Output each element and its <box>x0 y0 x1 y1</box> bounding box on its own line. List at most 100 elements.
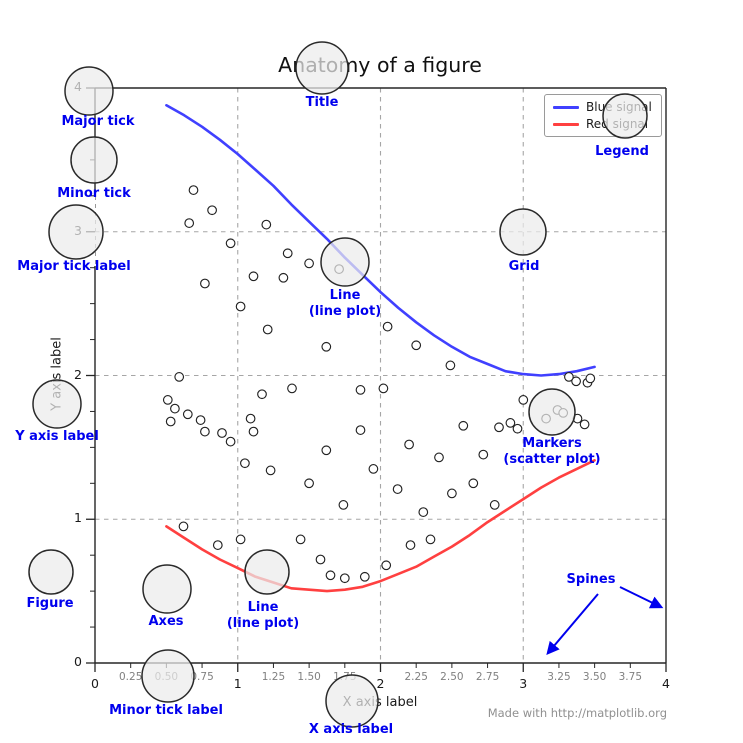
x-minor-tick-label: 2.75 <box>475 671 500 683</box>
scatter-point <box>200 426 210 437</box>
scatter-point <box>170 403 180 414</box>
scatter-point <box>489 500 500 510</box>
y-major-tick-label: 0 <box>74 654 82 669</box>
scatter-point <box>405 540 416 550</box>
x-minor-tick-label: 3.50 <box>582 671 607 683</box>
scatter-point <box>518 395 529 405</box>
x-major-tick-label: 3 <box>519 676 528 691</box>
scatter-point <box>445 360 456 371</box>
x-minor-tick-label: 0.75 <box>190 671 214 683</box>
scatter-point <box>225 436 236 447</box>
scatter-point <box>382 321 393 332</box>
x-axis-label: X axis label <box>342 695 418 710</box>
scatter-point <box>188 185 199 195</box>
scatter-point <box>571 376 581 387</box>
x-minor-tick-label: 2.25 <box>404 671 428 683</box>
scatter-point <box>512 423 523 434</box>
scatter-point <box>235 301 246 312</box>
scatter-point <box>178 521 189 532</box>
scatter-point <box>304 258 314 269</box>
scatter-point <box>359 571 370 582</box>
scatter-point <box>478 449 489 460</box>
x-minor-tick-label: 3.75 <box>618 671 643 683</box>
legend-entry-blue: Blue signal <box>553 100 661 114</box>
scatter-point <box>245 413 256 424</box>
scatter-point <box>355 385 366 395</box>
x-minor-tick-label: 3.25 <box>547 671 571 683</box>
scatter-point <box>200 278 210 289</box>
y-major-tick-label: 4 <box>74 79 82 94</box>
scatter-point <box>505 418 516 428</box>
scatter-point <box>278 272 289 283</box>
scatter-point <box>321 341 332 352</box>
x-minor-tick-label: 1.75 <box>333 671 357 683</box>
scatter-point <box>447 488 457 499</box>
scatter-point <box>165 416 176 427</box>
scatter-point <box>240 458 250 469</box>
scatter-point <box>282 248 293 259</box>
scatter-point <box>207 205 217 216</box>
scatter-point <box>404 439 414 450</box>
scatter-point <box>315 554 326 565</box>
scatter-point <box>458 420 469 431</box>
scatter-point <box>564 372 574 382</box>
scatter-point <box>418 507 429 517</box>
scatter-point <box>321 445 332 456</box>
scatter-point <box>468 478 479 489</box>
scatter-point <box>257 389 267 400</box>
scatter-point <box>195 415 206 425</box>
scatter-point <box>411 340 422 351</box>
scatter-point <box>184 218 195 228</box>
blue-signal-line <box>165 104 596 377</box>
legend-label-red: Red signal <box>586 117 649 131</box>
legend-entry-red: Red signal <box>553 117 661 131</box>
scatter-point <box>579 419 590 430</box>
x-minor-tick-label: 1.25 <box>261 671 286 683</box>
scatter-point <box>217 428 227 438</box>
x-minor-tick-label: 0.25 <box>118 671 143 683</box>
x-minor-tick-label: 1.50 <box>297 671 321 683</box>
scatter-point <box>248 426 259 437</box>
scatter-point <box>225 238 236 249</box>
scatter-point <box>262 324 273 335</box>
scatter-point <box>235 534 246 545</box>
legend-label-blue: Blue signal <box>586 100 652 114</box>
scatter-point <box>434 452 444 463</box>
x-major-tick-label: 0 <box>91 676 99 691</box>
scatter-point <box>265 465 276 476</box>
scatter-point <box>162 395 173 405</box>
scatter-point <box>304 478 314 489</box>
legend-box: Blue signal Red signal <box>544 94 662 137</box>
x-major-tick-label: 2 <box>376 676 385 691</box>
scatter-point <box>378 383 389 394</box>
scatter-point <box>585 373 596 384</box>
scatter-point <box>494 422 504 433</box>
scatter-point <box>355 425 366 435</box>
scatter-point <box>287 383 297 394</box>
x-minor-tick-label: 2.50 <box>440 671 464 683</box>
x-major-tick-label: 1 <box>233 676 242 691</box>
scatter-point <box>325 570 336 581</box>
x-minor-tick-label: 0.50 <box>154 671 179 683</box>
scatter-point <box>182 409 193 420</box>
scatter-point <box>295 534 306 545</box>
scatter-point <box>212 540 223 550</box>
scatter-point <box>392 484 403 494</box>
legend-line-sample-red <box>553 122 579 126</box>
legend-line-sample-blue <box>553 105 579 109</box>
y-major-tick-label: 2 <box>74 366 82 382</box>
scatter-point <box>339 573 350 584</box>
scatter-point <box>338 500 349 510</box>
figure-title: Anatomy of a figure <box>278 53 482 77</box>
red-signal-line <box>165 458 596 593</box>
scatter-point <box>261 219 272 230</box>
matplotlib-credit: Made with http://matplotlib.org <box>487 706 667 720</box>
x-major-tick-label: 4 <box>662 676 670 691</box>
scatter-point <box>248 271 259 282</box>
y-major-tick-label: 1 <box>74 510 82 526</box>
scatter-point <box>381 560 392 571</box>
scatter-point <box>368 464 379 474</box>
scatter-point <box>174 372 185 382</box>
